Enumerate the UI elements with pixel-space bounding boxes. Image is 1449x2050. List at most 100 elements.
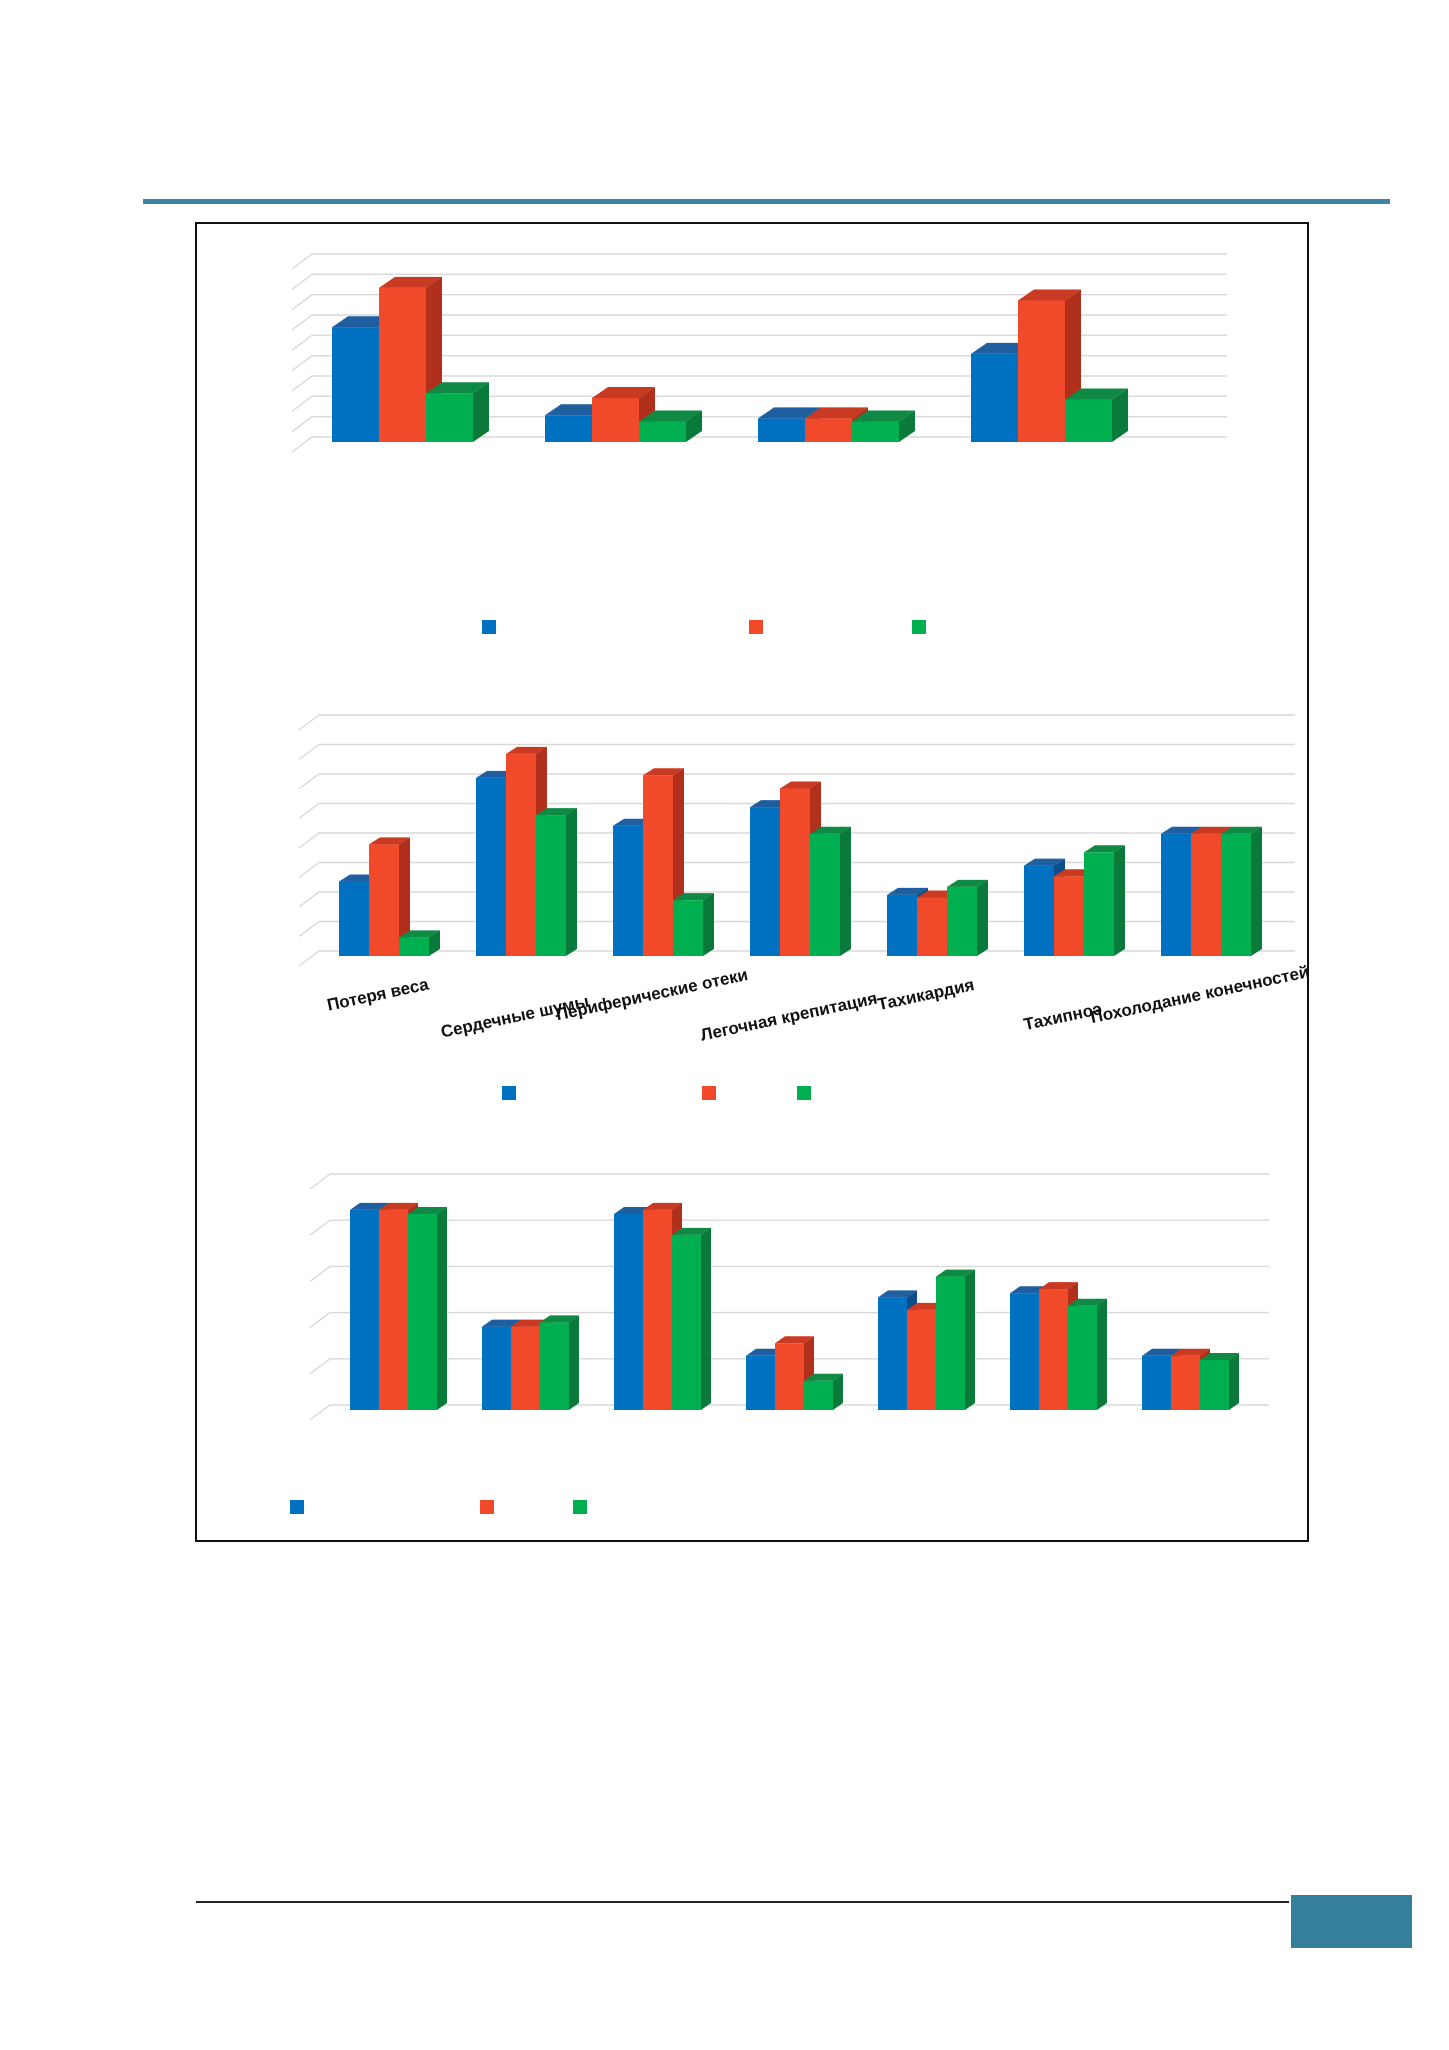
- bar-top: [936, 1269, 975, 1277]
- bar-top: [482, 1319, 521, 1327]
- bar-s3-c6: [1084, 845, 1125, 956]
- bar-face: [592, 397, 639, 442]
- bar-face: [1010, 1293, 1039, 1410]
- bar-top: [1191, 826, 1232, 834]
- bar-face: [1200, 1359, 1229, 1410]
- bar-face: [379, 287, 426, 442]
- bar-s3-c2: [536, 808, 577, 956]
- gridline: [309, 1265, 1269, 1282]
- chart-panel-1: [197, 224, 1307, 654]
- bar-face: [540, 1322, 569, 1410]
- bar-s3-c5: [936, 1269, 975, 1410]
- gridline: [291, 334, 1227, 351]
- bar-top: [506, 746, 547, 754]
- bar-side: [1097, 1298, 1107, 1410]
- x-tick-label: Потеря веса: [325, 974, 431, 1014]
- gridline: [309, 1173, 1269, 1190]
- bar-top: [1039, 1282, 1078, 1290]
- bar-face: [536, 815, 566, 956]
- bar-face: [971, 353, 1018, 442]
- bar-side: [1114, 845, 1125, 956]
- bar-top: [592, 386, 655, 398]
- bar-face: [947, 886, 977, 956]
- bar-face: [810, 833, 840, 956]
- bar-face: [917, 897, 947, 956]
- bar-face: [804, 1380, 833, 1410]
- gridline: [291, 314, 1227, 331]
- bar-face: [511, 1326, 540, 1410]
- legend-marker-3: [912, 620, 926, 634]
- footer-rule: [196, 1901, 1289, 1903]
- bar-face: [350, 1209, 379, 1410]
- bar-side: [1251, 826, 1262, 956]
- bar-top: [369, 837, 410, 845]
- bar-side: [473, 382, 489, 442]
- bar-face: [613, 825, 643, 956]
- bar-s3-c3: [852, 410, 915, 442]
- chart-2-svg: Потеря веса Сердечные шумыПериферические …: [298, 714, 1311, 1100]
- bar-s3-c2: [540, 1315, 579, 1410]
- bar-face: [775, 1343, 804, 1410]
- bar-face: [1024, 865, 1054, 956]
- bar-face: [1191, 833, 1221, 956]
- gridline: [309, 1311, 1269, 1329]
- bar-top: [540, 1315, 579, 1323]
- bar-side: [1112, 388, 1128, 442]
- bar-top: [1018, 289, 1081, 301]
- bar-s2-c2: [592, 386, 655, 442]
- bar-top: [1200, 1352, 1239, 1360]
- bar-top: [887, 887, 928, 895]
- bar-face: [1142, 1355, 1171, 1410]
- chart-panel-3: [197, 1122, 1323, 1540]
- bar-s2-c4: [1018, 289, 1081, 442]
- bar-face: [614, 1214, 643, 1410]
- bar-face: [1221, 833, 1251, 956]
- bar-face: [369, 844, 399, 956]
- bar-face: [750, 807, 780, 956]
- bar-s3-c1: [408, 1207, 447, 1410]
- bar-side: [703, 893, 714, 956]
- gridline: [291, 273, 1227, 290]
- gridline: [291, 436, 1227, 453]
- bar-face: [672, 1234, 701, 1410]
- chart-3-svg: [290, 1173, 1269, 1514]
- legend-marker-2: [480, 1500, 494, 1514]
- bar-top: [1221, 826, 1262, 834]
- bar-face: [506, 753, 536, 956]
- bar-face: [1161, 833, 1191, 956]
- bar-face: [639, 421, 686, 442]
- bar-side: [437, 1207, 447, 1410]
- bar-s3-c1: [426, 382, 489, 442]
- bar-face: [1039, 1289, 1068, 1410]
- chart-panel-2: Потеря веса Сердечные шумы Периферические …: [197, 656, 1323, 1104]
- bar-s3-c3: [672, 1227, 711, 1410]
- bar-top: [639, 410, 702, 422]
- bar-face: [852, 421, 899, 442]
- bar-face: [379, 1209, 408, 1410]
- bar-top: [399, 930, 440, 938]
- bar-top: [878, 1290, 917, 1298]
- bar-s3-c7: [1221, 826, 1262, 956]
- bar-side: [566, 808, 577, 956]
- bar-s2-c4: [775, 1336, 814, 1410]
- bar-side: [899, 410, 915, 442]
- bar-top: [1024, 858, 1065, 866]
- chart-1-svg: [291, 253, 1227, 634]
- bar-side: [429, 930, 440, 956]
- bar-top: [672, 1227, 711, 1235]
- bar-face: [805, 418, 852, 442]
- bar-face: [1171, 1355, 1200, 1410]
- x-tick-label: Похолодание конечностей: [1089, 962, 1311, 1027]
- gridline: [298, 861, 1295, 879]
- bar-top: [673, 893, 714, 901]
- bar-s3-c3: [673, 893, 714, 956]
- gridline: [309, 1219, 1269, 1236]
- bar-top: [1084, 845, 1125, 853]
- gridline: [291, 253, 1227, 270]
- legend-marker-2: [749, 620, 763, 634]
- bar-top: [643, 1202, 682, 1210]
- bar-side: [840, 826, 851, 956]
- bar-face: [1065, 399, 1112, 442]
- bar-face: [1054, 876, 1084, 956]
- legend-marker-2: [702, 1086, 716, 1100]
